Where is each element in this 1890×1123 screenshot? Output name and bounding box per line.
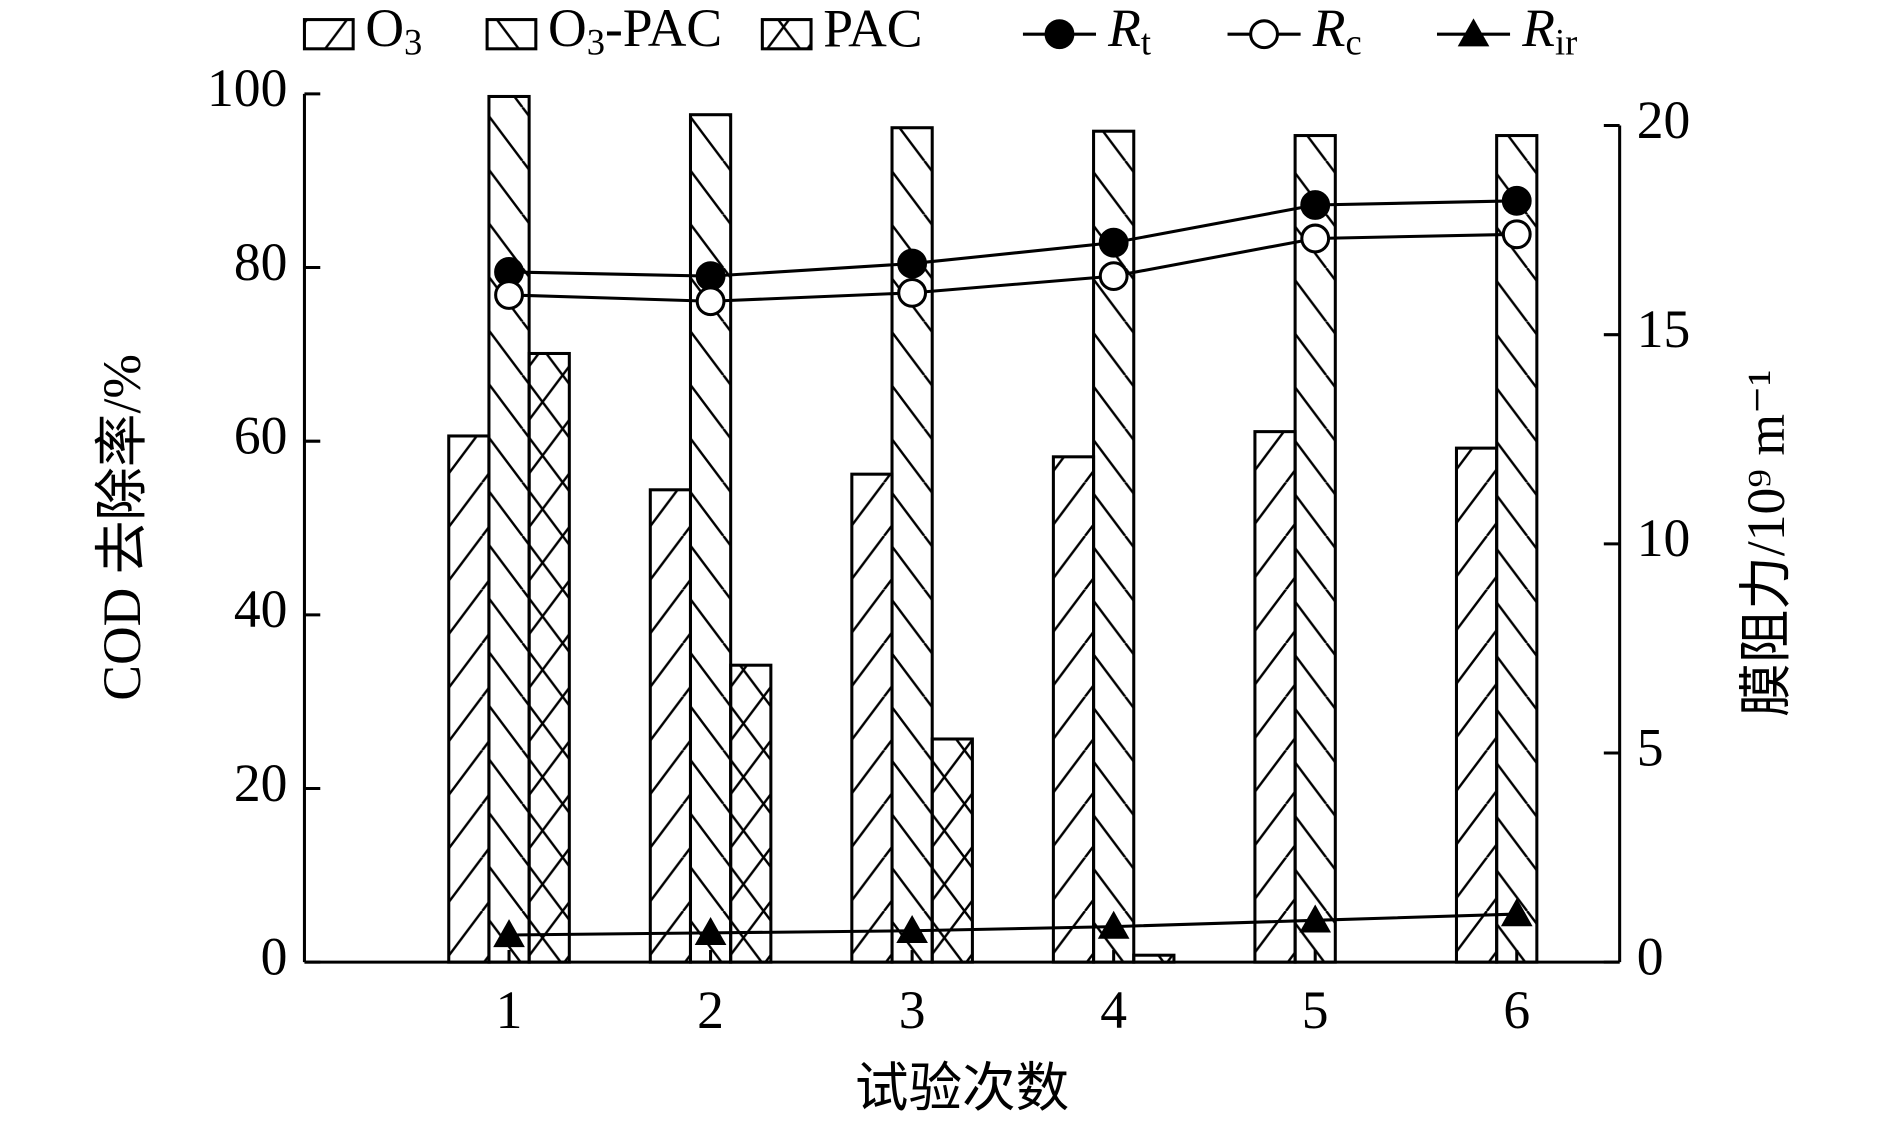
point-marker bbox=[695, 261, 726, 292]
y-axis-label: COD 去除率/% bbox=[92, 354, 152, 701]
line bbox=[509, 199, 1517, 278]
x-tick-label: 3 bbox=[899, 980, 926, 1040]
bar bbox=[850, 472, 894, 964]
point-marker bbox=[1299, 904, 1332, 933]
line-series bbox=[494, 185, 1532, 292]
point-marker bbox=[695, 286, 726, 317]
point-marker bbox=[1098, 227, 1129, 258]
x-tick-label: 4 bbox=[1100, 980, 1127, 1040]
y-tick-label: 60 bbox=[234, 405, 288, 465]
y-tick-label: 20 bbox=[234, 753, 288, 813]
y-tick-label: 100 bbox=[207, 58, 287, 118]
legend-marker bbox=[1457, 18, 1490, 47]
bar bbox=[1051, 455, 1096, 964]
bar bbox=[1454, 446, 1499, 964]
bar bbox=[487, 94, 531, 964]
bar bbox=[1132, 953, 1176, 964]
y-tick-label: 40 bbox=[234, 579, 288, 639]
point-marker bbox=[1501, 219, 1532, 250]
x-tick-label: 5 bbox=[1302, 980, 1329, 1040]
x-tick-label: 6 bbox=[1503, 980, 1530, 1040]
point-marker bbox=[1097, 910, 1130, 939]
bar bbox=[930, 737, 974, 964]
point-marker bbox=[897, 277, 928, 308]
legend-marker-shape bbox=[1249, 19, 1279, 50]
point-marker bbox=[1501, 185, 1532, 216]
y-tick-label: 0 bbox=[261, 926, 288, 986]
legend-swatch bbox=[760, 18, 813, 51]
y2-tick-label: 20 bbox=[1637, 90, 1691, 150]
point-marker bbox=[1500, 898, 1533, 927]
legend-marker bbox=[1044, 19, 1075, 50]
point-marker bbox=[897, 248, 928, 279]
point-marker bbox=[1300, 190, 1331, 220]
bar bbox=[1495, 134, 1539, 964]
legend-label: O3-PAC bbox=[548, 0, 722, 63]
legend-marker-shape bbox=[1044, 19, 1075, 50]
legend-swatch bbox=[302, 18, 355, 51]
legend-marker-shape bbox=[1457, 18, 1490, 47]
legend-label: O3 bbox=[365, 0, 422, 63]
y2-tick-label: 0 bbox=[1637, 926, 1664, 986]
legend-label: Rc bbox=[1312, 0, 1362, 63]
bar bbox=[729, 663, 773, 964]
bar bbox=[527, 351, 571, 964]
y2-tick-label: 15 bbox=[1637, 299, 1691, 359]
bar bbox=[648, 488, 693, 964]
y2-axis-label: 膜阻力/10⁹ m⁻¹ bbox=[1736, 370, 1796, 717]
point-marker bbox=[694, 917, 727, 946]
point-marker bbox=[493, 919, 525, 948]
point-marker bbox=[896, 914, 928, 943]
point-marker bbox=[494, 280, 524, 310]
bar bbox=[688, 113, 733, 964]
point-marker bbox=[1098, 261, 1129, 292]
bar bbox=[1253, 430, 1297, 964]
x-axis-label: 试验次数 bbox=[855, 1058, 1069, 1118]
line-series bbox=[493, 898, 1533, 948]
legend-swatch bbox=[485, 18, 538, 51]
legend-label: Rir bbox=[1521, 0, 1577, 63]
legend-label: PAC bbox=[823, 0, 922, 58]
bar bbox=[447, 434, 491, 964]
y-tick-label: 80 bbox=[234, 232, 288, 292]
y2-tick-label: 10 bbox=[1637, 508, 1691, 568]
bar bbox=[1293, 134, 1337, 964]
x-tick-label: 1 bbox=[496, 980, 523, 1040]
line bbox=[509, 912, 1517, 937]
line bbox=[508, 232, 1517, 303]
y2-tick-label: 5 bbox=[1637, 717, 1664, 777]
x-tick-label: 2 bbox=[697, 980, 724, 1040]
line-series bbox=[494, 219, 1532, 317]
point-marker bbox=[1300, 223, 1331, 254]
legend-marker bbox=[1249, 19, 1279, 50]
legend-label: Rt bbox=[1107, 0, 1151, 63]
